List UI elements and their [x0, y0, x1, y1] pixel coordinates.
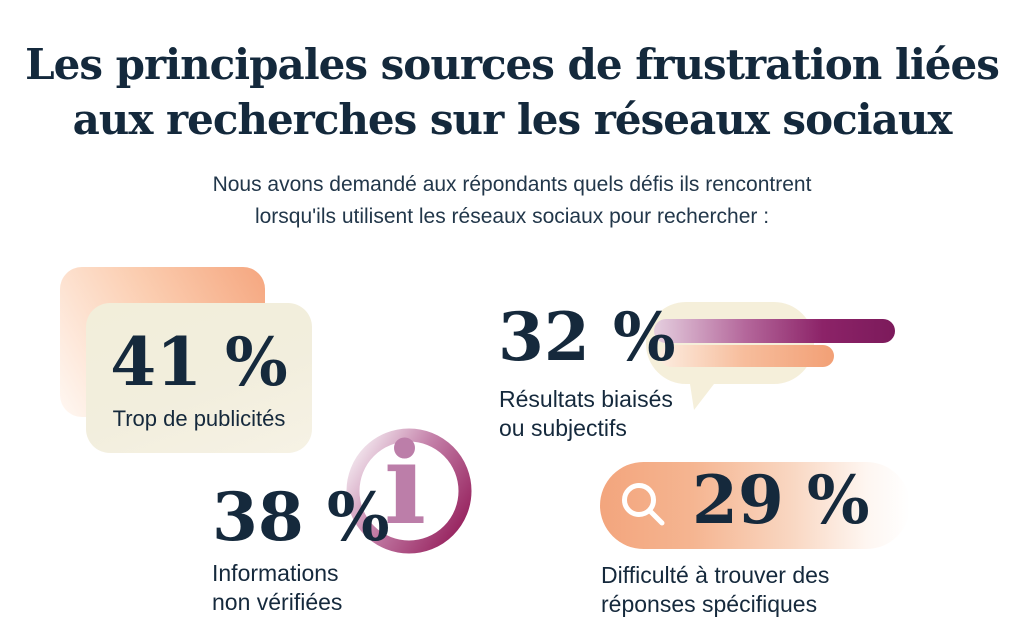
stat-card-ads: 41 % Trop de publicités	[86, 303, 312, 453]
stat-label-specific: Difficulté à trouver des réponses spécif…	[601, 561, 829, 619]
info-ring-icon	[346, 428, 472, 554]
info-icon: i	[383, 419, 427, 550]
stat-value-specific: 29 %	[692, 461, 870, 539]
stat-label-unverified-line1: Informations	[212, 560, 339, 586]
stat-label-biased-line1: Résultats biaisés	[499, 386, 673, 412]
page-title-line2: aux recherches sur les réseaux sociaux	[72, 95, 953, 144]
subtitle-line2: lorsqu'ils utilisent les réseaux sociaux…	[254, 205, 770, 228]
search-icon	[622, 483, 665, 526]
gradient-bar-orange-icon	[660, 345, 834, 367]
page-title-line1: Les principales sources de frustration l…	[25, 40, 1000, 89]
gradient-bar-purple-icon	[654, 319, 895, 343]
stat-label-unverified: Informations non vérifiées	[212, 559, 342, 617]
stat-label-specific-line1: Difficulté à trouver des	[601, 562, 830, 588]
stat-value-biased: 32 %	[498, 298, 676, 376]
stat-label-biased: Résultats biaisés ou subjectifs	[499, 385, 673, 443]
stat-label-unverified-line2: non vérifiées	[212, 589, 343, 615]
stat-value-unverified: 38 %	[212, 478, 390, 556]
subtitle-line1: Nous avons demandé aux répondants quels …	[212, 173, 812, 196]
stat-label-ads: Trop de publicités	[112, 406, 286, 431]
stat-label-biased-line2: ou subjectifs	[499, 415, 627, 441]
stat-value-ads: 41 %	[110, 323, 288, 401]
stat-label-specific-line2: réponses spécifiques	[601, 591, 818, 617]
